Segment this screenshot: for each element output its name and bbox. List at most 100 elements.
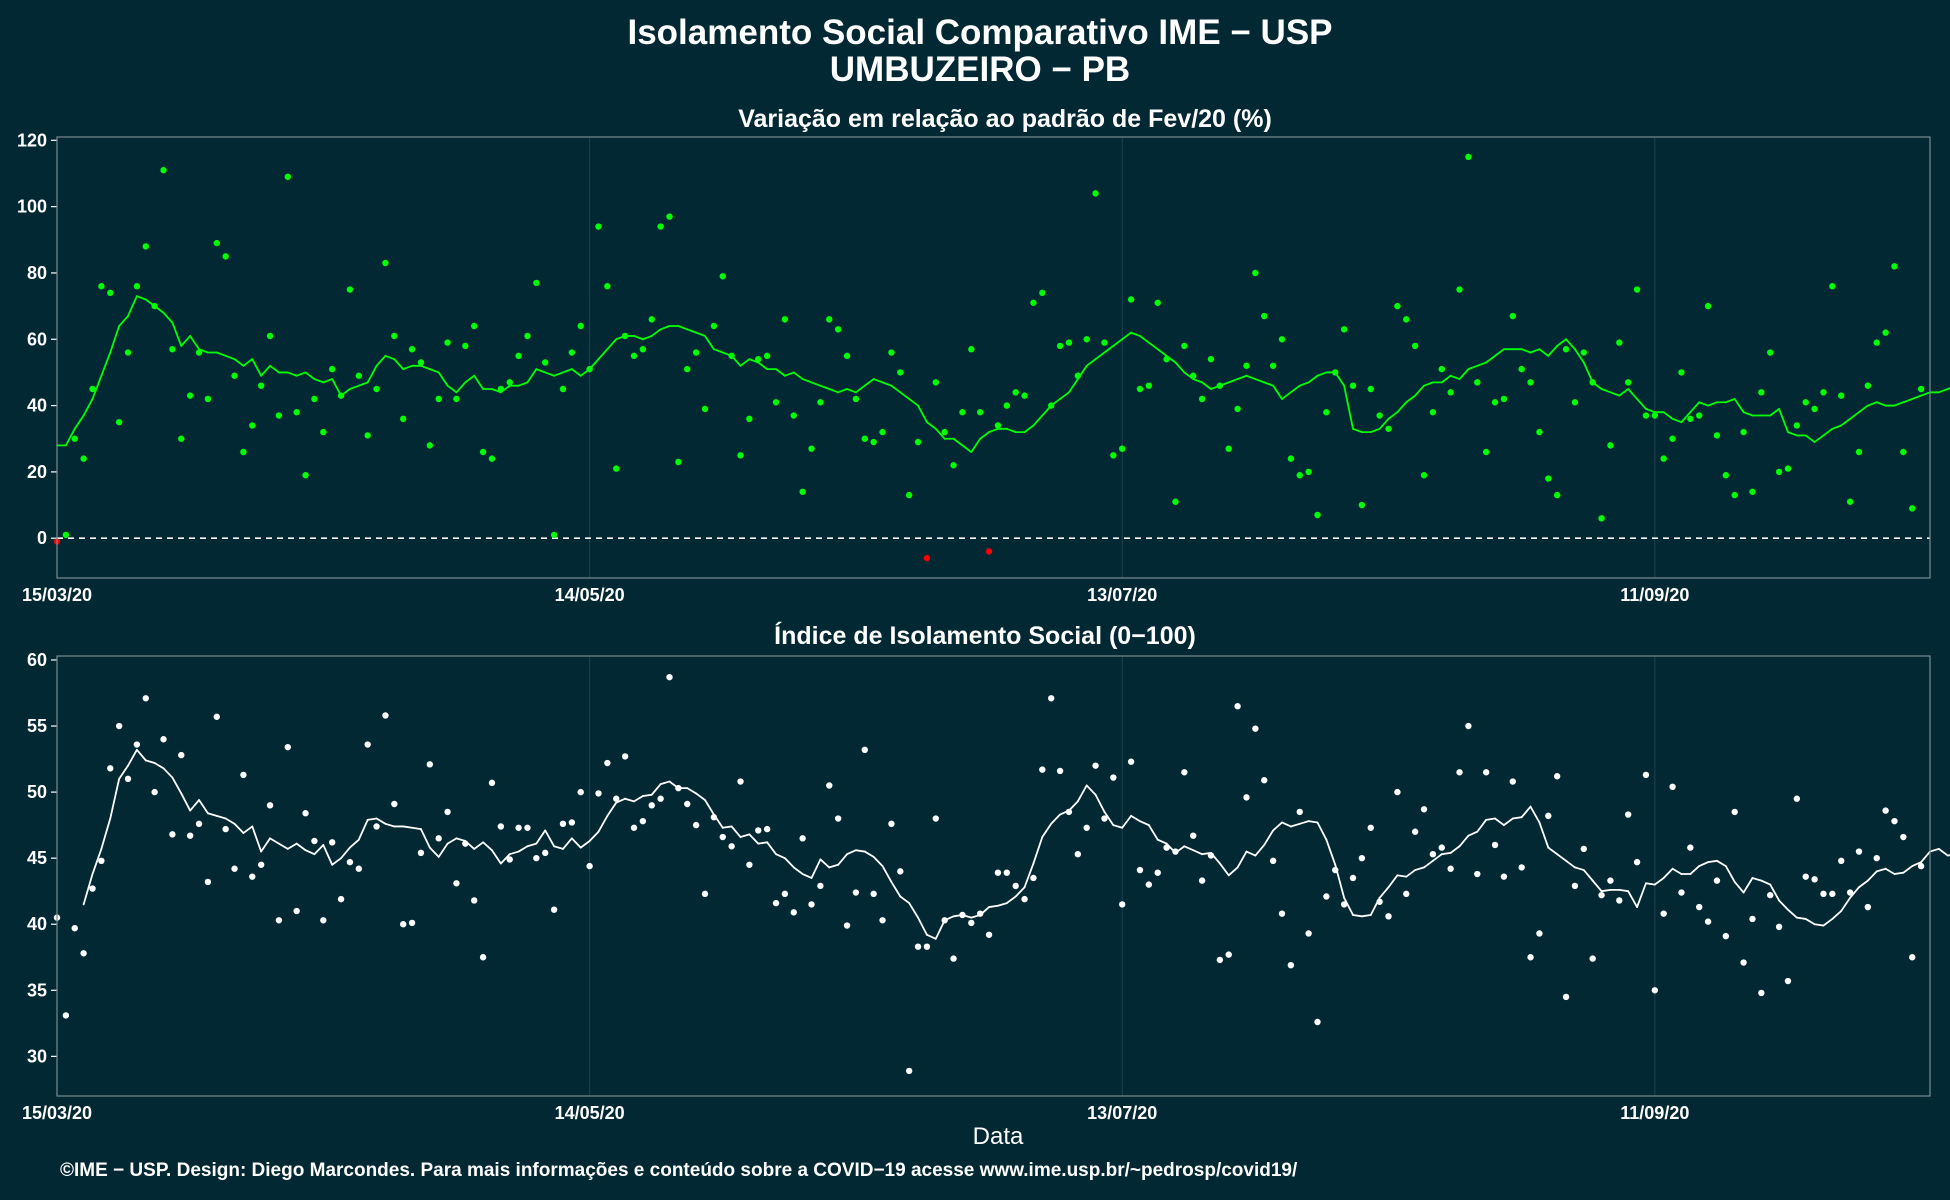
moving-average-segment	[473, 374, 484, 390]
moving-average-segment	[1485, 817, 1496, 821]
data-point	[1278, 336, 1286, 343]
moving-average-segment	[1369, 427, 1381, 434]
moving-average-segment	[1156, 838, 1168, 845]
data-point	[346, 286, 354, 293]
moving-average-segment	[1325, 838, 1337, 866]
data-point	[426, 442, 434, 449]
moving-average-segment	[1245, 374, 1257, 380]
moving-average-segment	[1112, 824, 1124, 829]
moving-average-segment	[269, 364, 280, 374]
data-point	[897, 868, 904, 875]
data-point	[630, 352, 638, 360]
moving-average-segment	[775, 368, 786, 377]
data-point	[1083, 824, 1090, 831]
data-point	[1056, 342, 1064, 350]
data-point	[133, 741, 141, 748]
data-point	[1527, 379, 1534, 386]
data-point	[1731, 491, 1738, 499]
data-point	[1864, 382, 1872, 389]
moving-average-segment	[1467, 364, 1479, 371]
data-point	[1456, 286, 1463, 293]
moving-average-segment	[446, 384, 458, 394]
data-point	[1269, 857, 1277, 865]
moving-average-segment	[1724, 398, 1736, 404]
data-point	[1296, 808, 1303, 816]
data-point	[1660, 910, 1667, 917]
moving-average-segment	[1494, 817, 1505, 827]
data-point	[408, 346, 416, 353]
moving-average-segment	[1405, 869, 1417, 878]
moving-average-segment	[828, 388, 840, 394]
data-point	[1767, 891, 1774, 899]
moving-average-segment	[428, 846, 440, 858]
moving-average-segment	[322, 378, 334, 384]
data-point	[1909, 505, 1916, 512]
data-point	[364, 741, 371, 748]
data-point	[941, 917, 948, 924]
moving-average-segment	[606, 801, 618, 817]
moving-average-segment	[1893, 401, 1905, 407]
moving-average-segment	[624, 797, 635, 803]
moving-average-segment	[1023, 424, 1035, 434]
data-point	[932, 815, 940, 822]
data-point	[550, 906, 558, 913]
data-point	[586, 365, 593, 373]
moving-average-segment	[1121, 331, 1132, 341]
data-point	[1207, 852, 1215, 859]
y-tick-label: 0	[37, 528, 47, 548]
data-point	[399, 415, 407, 423]
data-point	[728, 843, 735, 850]
moving-average-segment	[1432, 853, 1443, 862]
data-point	[666, 213, 673, 220]
data-point	[231, 865, 238, 872]
moving-average-segment	[1804, 918, 1816, 926]
data-point	[435, 395, 442, 403]
data-point	[586, 862, 593, 870]
moving-average-segment	[1849, 411, 1860, 420]
data-point	[1704, 302, 1712, 310]
moving-average-segment	[233, 358, 245, 367]
moving-average-segment	[1254, 378, 1266, 384]
moving-average-segment	[1254, 844, 1266, 857]
moving-average-segment	[1503, 817, 1514, 827]
data-point	[488, 455, 496, 462]
moving-average-segment	[251, 358, 263, 377]
moving-average-segment	[615, 797, 627, 804]
data-point	[275, 917, 283, 924]
moving-average-segment	[1831, 910, 1843, 920]
moving-average-segment	[1893, 871, 1905, 875]
moving-average-segment	[91, 848, 103, 875]
data-point	[1030, 299, 1037, 306]
data-point	[1829, 890, 1836, 898]
data-point	[1678, 889, 1685, 896]
moving-average-segment	[286, 371, 298, 377]
data-point	[1367, 824, 1374, 831]
moving-average-segment	[588, 830, 600, 842]
data-point	[160, 166, 167, 174]
moving-average-segment	[881, 865, 893, 883]
x-tick-label: 14/05/20	[555, 1103, 625, 1123]
data-point	[559, 385, 567, 393]
footer-credit: ©IME − USP. Design: Diego Marcondes. Par…	[60, 1160, 1298, 1181]
moving-average-segment	[1937, 848, 1949, 857]
data-point	[62, 1012, 70, 1019]
moving-average-segment	[100, 817, 112, 850]
data-point	[639, 817, 647, 825]
moving-average-segment	[1538, 821, 1550, 849]
moving-average-segment	[482, 841, 493, 852]
moving-average-segment	[375, 354, 387, 367]
data-point	[453, 880, 460, 887]
data-point	[1394, 302, 1401, 310]
panel-variation: 15/03/20 14/05/20 13/07/20 11/09/20 0 20 40 60 8…	[17, 130, 1950, 605]
moving-average-segment	[855, 849, 866, 853]
data-point	[1571, 882, 1579, 890]
chart-title-line-1: Isolamento Social Comparativo IME − USP	[627, 13, 1332, 52]
moving-average-segment	[349, 384, 360, 390]
moving-average-segment	[819, 858, 831, 869]
data-point	[186, 832, 194, 839]
moving-average-segment	[712, 348, 724, 354]
data-point	[710, 322, 718, 330]
data-point	[1216, 956, 1224, 964]
data-point	[1767, 349, 1774, 356]
moving-average-segment	[295, 371, 307, 377]
